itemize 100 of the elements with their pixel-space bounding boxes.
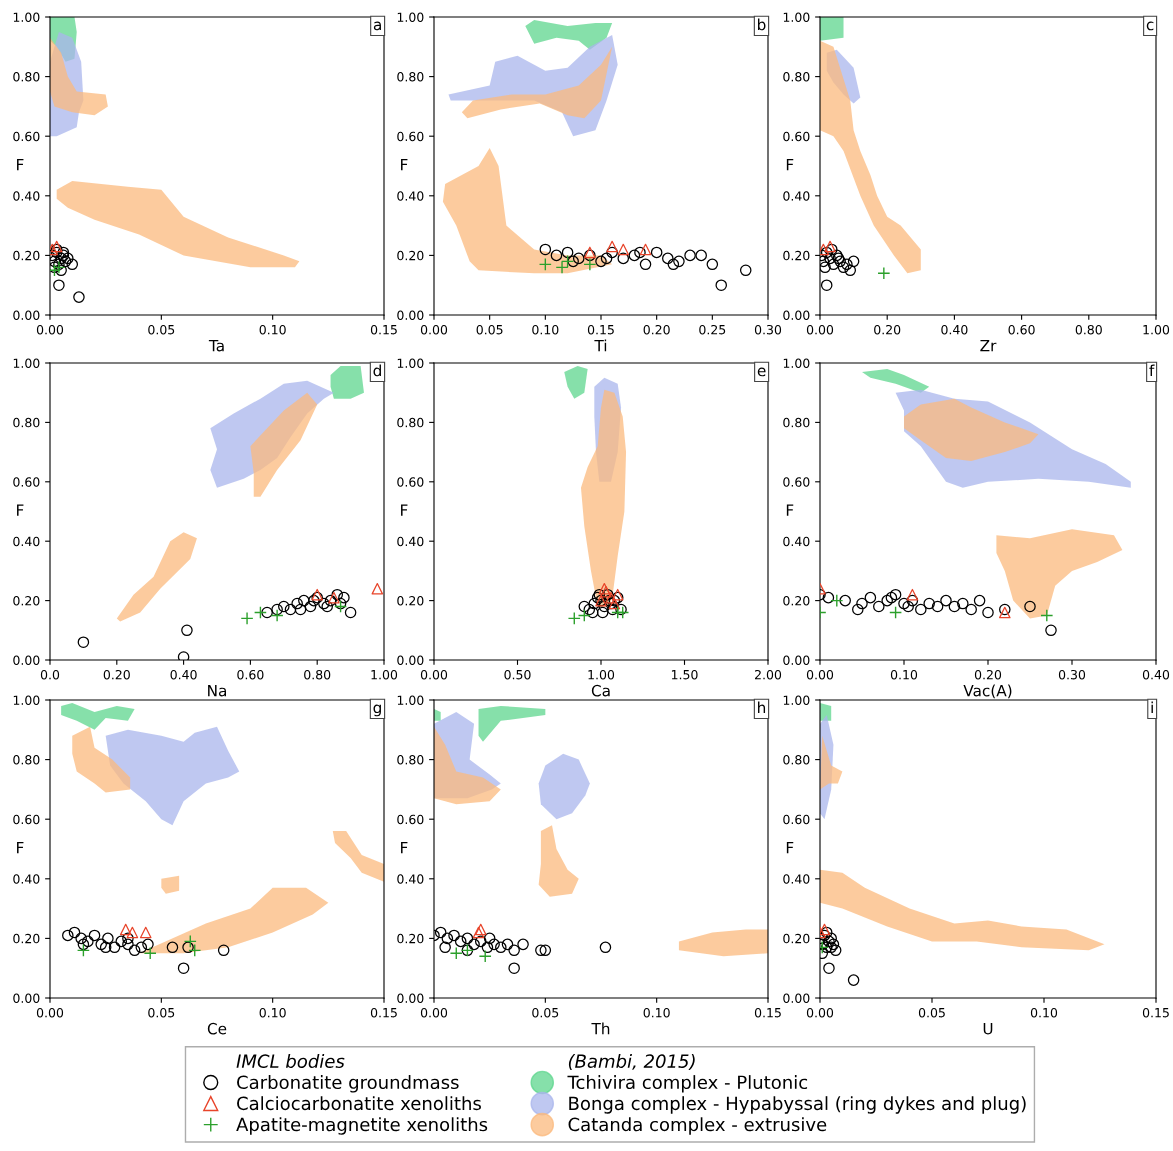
x-tick-label: 0.15 <box>1142 1007 1169 1018</box>
y-tick-label: 1.00 <box>397 12 424 22</box>
x-axis-title: Zr <box>980 340 997 352</box>
y-axis-title: F <box>786 504 794 516</box>
y-tick-label: 0.00 <box>13 655 40 665</box>
y-tick-label: 0.00 <box>783 310 810 320</box>
y-tick-label: 1.00 <box>397 358 424 368</box>
chart-title: i <box>1151 701 1153 714</box>
x-tick-label: 0.05 <box>532 1007 559 1018</box>
x-tick-label: 0.00 <box>806 669 834 680</box>
x-tick-label: 1.50 <box>671 669 698 680</box>
y-tick-label: 0.20 <box>13 250 40 261</box>
x-tick-label: 0.00 <box>806 324 834 335</box>
x-tick-label: 0.40 <box>170 669 197 680</box>
y-tick-label: 0.60 <box>397 814 424 825</box>
x-tick-label: 0.30 <box>754 324 782 335</box>
y-tick-label: 0.20 <box>397 250 424 261</box>
y-tick-label: 0.60 <box>397 477 424 487</box>
x-axis-title: Vac(A) <box>963 684 1012 699</box>
chart-title: h <box>758 701 766 714</box>
text: IMCL bodies <box>236 1054 345 1068</box>
x-tick-label: 0.20 <box>643 324 670 335</box>
y-tick-label: 0.60 <box>397 131 424 142</box>
y-axis-title: F <box>17 842 24 854</box>
legend-label: Tchivira complex - Plutonic <box>567 1075 808 1093</box>
y-tick-label: 0.00 <box>13 310 40 320</box>
y-tick-label: 0.40 <box>783 191 810 201</box>
y-axis-title: F <box>786 159 794 171</box>
x-tick-label: 0.60 <box>1008 324 1035 335</box>
y-tick-label: 0.40 <box>397 874 424 884</box>
y-tick-label: 1.00 <box>397 695 424 705</box>
y-tick-label: 0.40 <box>783 874 810 884</box>
y-tick-label: 0.20 <box>397 933 424 944</box>
x-tick-label: 0.60 <box>237 669 264 680</box>
chart-title: a <box>373 21 381 31</box>
y-tick-label: 0.60 <box>13 477 40 487</box>
y-tick-label: 0.80 <box>783 417 810 428</box>
x-tick-label: 0.15 <box>587 324 614 335</box>
x-tick-label: 1.00 <box>371 669 398 680</box>
y-tick-label: 0.60 <box>13 131 40 142</box>
y-tick-label: 0.00 <box>783 993 810 1003</box>
y-tick-label: 0.40 <box>783 536 810 547</box>
y-tick-label: 0.40 <box>13 536 40 547</box>
legend-label: Carbonatite groundmass <box>237 1075 459 1093</box>
y-axis-title: F <box>401 842 408 854</box>
y-tick-label: 0.40 <box>13 874 40 884</box>
x-tick-label: 0.80 <box>1075 324 1102 335</box>
x-tick-label: 0.00 <box>36 324 64 335</box>
x-axis-title: U <box>983 1023 993 1035</box>
x-tick-label: 0.00 <box>420 669 448 680</box>
x-tick-label: 0.30 <box>1058 669 1086 680</box>
x-tick-label: 0.05 <box>476 324 503 335</box>
y-tick-label: 0.60 <box>783 477 810 487</box>
x-tick-label: 0.05 <box>148 324 175 335</box>
y-tick-label: 0.20 <box>783 250 810 261</box>
x-tick-label: 0.0 <box>40 669 60 680</box>
y-axis-title: F <box>17 504 24 516</box>
x-tick-label: 0.00 <box>420 1007 448 1018</box>
legend-label: Catanda complex - extrusive <box>568 1117 827 1135</box>
chart-title: g <box>373 704 381 717</box>
x-tick-label: 0.10 <box>259 324 286 335</box>
x-axis-title: Ti <box>594 339 607 352</box>
x-tick-label: 0.40 <box>1142 669 1170 680</box>
chart-title: f <box>1149 364 1155 377</box>
y-tick-label: 0.00 <box>13 993 40 1003</box>
x-axis-title: Th <box>591 1022 610 1035</box>
x-tick-label: 0.20 <box>974 669 1002 680</box>
legend-label: Bonga complex - Hypabyssal (ring dykes and plug) <box>569 1096 1026 1114</box>
x-tick-label: 0.15 <box>754 1007 781 1018</box>
y-axis-title: F <box>401 504 408 516</box>
y-tick-label: 0.00 <box>397 310 424 320</box>
x-tick-label: 0.50 <box>504 669 531 680</box>
x-tick-label: 0.20 <box>103 669 130 680</box>
x-tick-label: 0.00 <box>806 1007 834 1018</box>
chart-title: d <box>373 364 381 377</box>
chart-title: b <box>758 18 766 31</box>
y-tick-label: 1.00 <box>13 12 40 22</box>
x-tick-label: 0.00 <box>36 1007 64 1018</box>
y-tick-label: 0.60 <box>13 814 40 825</box>
legend-label: Apatite-magnetite xenoliths <box>236 1117 488 1135</box>
chart-title: e <box>757 367 766 377</box>
y-tick-label: 1.00 <box>783 695 810 705</box>
x-tick-label: 0.00 <box>420 324 448 335</box>
x-tick-label: 2.00 <box>755 669 782 680</box>
x-tick-label: 0.15 <box>370 324 397 335</box>
x-axis-title: Ce <box>207 1022 227 1035</box>
y-tick-label: 0.80 <box>13 755 40 765</box>
y-tick-label: 0.80 <box>783 755 810 765</box>
x-tick-label: 0.10 <box>259 1007 286 1018</box>
y-tick-label: 1.00 <box>783 358 810 368</box>
y-tick-label: 0.80 <box>397 755 424 765</box>
y-tick-label: 0.40 <box>397 536 424 547</box>
y-tick-label: 0.20 <box>13 596 40 606</box>
y-tick-label: 0.60 <box>783 814 810 825</box>
y-tick-label: 0.60 <box>783 131 810 142</box>
y-tick-label: 0.20 <box>13 933 40 944</box>
x-tick-label: 0.40 <box>941 324 968 335</box>
x-tick-label: 0.80 <box>304 669 331 680</box>
x-tick-label: 0.25 <box>699 324 726 335</box>
y-tick-label: 0.00 <box>783 655 810 665</box>
